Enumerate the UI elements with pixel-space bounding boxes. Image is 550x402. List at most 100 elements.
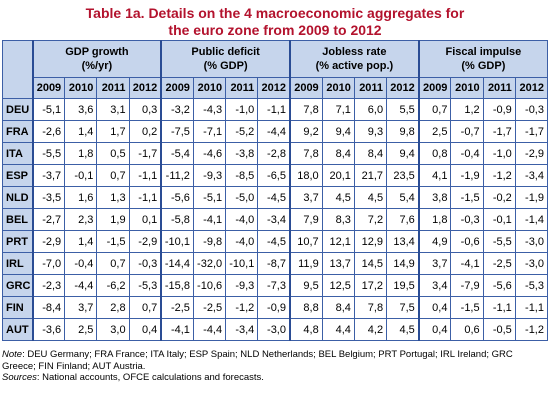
value-cell: 5,5 xyxy=(386,98,420,121)
value-cell: -1,1 xyxy=(482,296,516,319)
value-cell: -4,1 xyxy=(450,252,484,275)
value-cell: -0,9 xyxy=(482,98,516,121)
value-cell: -1,2 xyxy=(482,164,516,187)
value-cell: -15,8 xyxy=(160,274,194,297)
value-cell: -0,4 xyxy=(450,142,484,165)
value-cell: -4,1 xyxy=(192,208,227,231)
title: Table 1a. Details on the 4 macroeconomic… xyxy=(0,0,550,40)
value-cell: -5,3 xyxy=(514,274,549,297)
value-cell: -3,4 xyxy=(257,208,291,231)
value-cell: 8,4 xyxy=(353,142,388,165)
value-cell: -14,4 xyxy=(160,252,194,275)
value-cell: -0,1 xyxy=(64,164,98,187)
value-cell: 7,8 xyxy=(353,296,388,319)
value-cell: 12,5 xyxy=(321,274,355,297)
value-cell: 7,8 xyxy=(288,142,323,165)
value-cell: 3,0 xyxy=(96,318,130,341)
group-unit: (% active pop.) xyxy=(315,60,394,72)
value-cell: 1,8 xyxy=(64,142,98,165)
data-row: PRT -2,9 1,4 -1,5 -2,9 -10,1 -9,8 -4,0 -4,5 10,7 1… xyxy=(2,230,549,253)
value-cell: -4,0 xyxy=(225,230,259,253)
value-cell: 4,8 xyxy=(288,318,323,341)
country-code: ITA xyxy=(2,142,33,165)
data-row: ITA -5,5 1,8 0,5 -1,7 -5,4 -4,6 -3,8 -2,8 7,8 8,4 8… xyxy=(2,142,549,165)
value-cell: 3,7 xyxy=(288,186,323,209)
value-cell: 1,7 xyxy=(96,120,130,143)
value-cell: -5,8 xyxy=(160,208,194,231)
value-cell: 2,5 xyxy=(64,318,98,341)
value-cell: -0,1 xyxy=(482,208,516,231)
data-row: BEL -2,7 2,3 1,9 0,1 -5,8 -4,1 -4,0 -3,4 7,9 8,3 7,… xyxy=(2,208,549,231)
country-code: ESP xyxy=(2,164,33,187)
value-cell: 4,5 xyxy=(321,186,355,209)
value-cell: -1,2 xyxy=(514,318,549,341)
data-row: NLD -3,5 1,6 1,3 -1,1 -5,6 -5,1 -5,0 -4,5 3,7 4,5 4… xyxy=(2,186,549,209)
value-cell: -1,2 xyxy=(225,296,259,319)
value-cell: 1,9 xyxy=(96,208,130,231)
value-cell: -2,8 xyxy=(257,142,291,165)
value-cell: -5,4 xyxy=(160,142,194,165)
value-cell: 7,1 xyxy=(321,98,355,121)
value-cell: 7,5 xyxy=(386,296,420,319)
value-cell: -3,0 xyxy=(514,252,549,275)
value-cell: 1,3 xyxy=(96,186,130,209)
value-cell: 0,7 xyxy=(417,98,452,121)
value-cell: 4,2 xyxy=(353,318,388,341)
value-cell: 5,4 xyxy=(386,186,420,209)
notes: Note: DEU Germany; FRA France; ITA Italy… xyxy=(2,349,548,384)
country-code: DEU xyxy=(2,98,33,121)
value-cell: -0,7 xyxy=(450,120,484,143)
value-cell: -2,9 xyxy=(31,230,66,253)
value-cell: -9,8 xyxy=(192,230,227,253)
value-cell: 3,7 xyxy=(417,252,452,275)
value-cell: -4,0 xyxy=(225,208,259,231)
value-cell: -0,2 xyxy=(482,186,516,209)
value-cell: 9,3 xyxy=(353,120,388,143)
value-cell: 7,8 xyxy=(288,98,323,121)
value-cell: -4,5 xyxy=(257,230,291,253)
value-cell: 3,7 xyxy=(64,296,98,319)
value-cell: -1,7 xyxy=(482,120,516,143)
sources: Sources: National accounts, OFCE calcula… xyxy=(2,372,548,384)
value-cell: -8,4 xyxy=(31,296,66,319)
value-cell: 4,5 xyxy=(386,318,420,341)
value-cell: -1,5 xyxy=(96,230,130,253)
year-header: 2009 xyxy=(417,77,452,99)
value-cell: -3,4 xyxy=(514,164,549,187)
group-name: GDP growth xyxy=(65,46,129,58)
value-cell: -4,3 xyxy=(192,98,227,121)
value-cell: -3,7 xyxy=(31,164,66,187)
value-cell: -1,1 xyxy=(128,164,162,187)
value-cell: -0,3 xyxy=(128,252,162,275)
country-code: FRA xyxy=(2,120,33,143)
value-cell: -1,0 xyxy=(482,142,516,165)
value-cell: -1,4 xyxy=(514,208,549,231)
value-cell: 3,8 xyxy=(417,186,452,209)
value-cell: 2,8 xyxy=(96,296,130,319)
corner-cell xyxy=(2,40,33,99)
data-row: GRC -2,3 -4,4 -6,2 -5,3 -15,8 -10,6 -9,3 -7,3 9,5… xyxy=(2,274,549,297)
country-code: FIN xyxy=(2,296,33,319)
country-code: NLD xyxy=(2,186,33,209)
value-cell: -0,3 xyxy=(514,98,549,121)
country-code: IRL xyxy=(2,252,33,275)
data-row: FRA -2,6 1,4 1,7 0,2 -7,5 -7,1 -5,2 -4,4 9,2 9,4 9,… xyxy=(2,120,549,143)
value-cell: 13,7 xyxy=(321,252,355,275)
value-cell: 12,1 xyxy=(321,230,355,253)
value-cell: -2,6 xyxy=(31,120,66,143)
value-cell: 4,9 xyxy=(417,230,452,253)
value-cell: -5,1 xyxy=(31,98,66,121)
note-label: Note xyxy=(2,349,23,360)
value-cell: 0,3 xyxy=(128,98,162,121)
year-header: 2009 xyxy=(288,77,323,99)
value-cell: -3,8 xyxy=(225,142,259,165)
value-cell: 9,8 xyxy=(386,120,420,143)
value-cell: -10,1 xyxy=(225,252,259,275)
value-cell: 4,4 xyxy=(321,318,355,341)
value-cell: -1,9 xyxy=(514,186,549,209)
country-code: BEL xyxy=(2,208,33,231)
value-cell: 0,7 xyxy=(128,296,162,319)
value-cell: -7,9 xyxy=(450,274,484,297)
value-cell: -32,0 xyxy=(192,252,227,275)
